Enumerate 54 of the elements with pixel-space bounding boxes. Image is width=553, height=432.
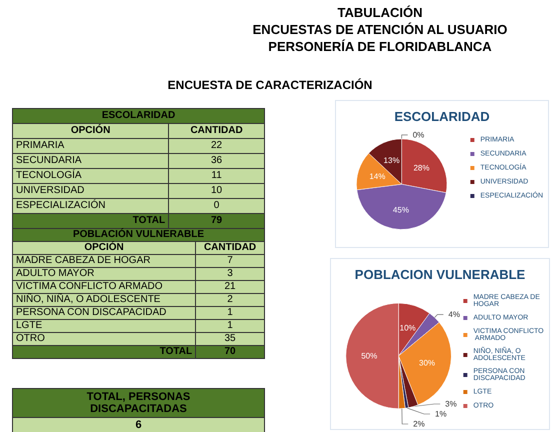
category-label: ESPECIALIZACIÓN <box>12 198 169 214</box>
data-label: 13% <box>384 156 400 166</box>
category-label: PRIMARIA <box>12 138 169 154</box>
category-label: OTRO <box>12 332 196 346</box>
category-label: TECNOLOGÍA <box>12 168 169 184</box>
text: CANTIDAD <box>168 124 264 138</box>
text: 0% <box>412 130 424 140</box>
data-label: 11 <box>168 168 264 184</box>
data-label: 28% <box>413 163 430 172</box>
data-label: 0 <box>168 198 264 214</box>
category-label: UNIVERSIDAD <box>12 184 169 198</box>
data-label: 3% <box>445 400 457 408</box>
chart-title: ESCOLARIDAD <box>394 109 490 124</box>
text: ENCUESTAS DE ATENCIÓN AL USUARIO <box>252 21 508 38</box>
text: 70 <box>224 346 236 357</box>
data-label: 10% <box>400 323 416 332</box>
text: POBLACION VULNERABLE <box>354 267 526 282</box>
data-label: 35 <box>196 332 264 346</box>
text: 79 <box>211 215 222 226</box>
data-label: 14% <box>369 172 386 181</box>
data-label: 3 <box>196 268 264 280</box>
data-label: 4% <box>448 310 460 320</box>
text: ENCUESTA DE CARACTERIZACIÓN <box>166 78 374 92</box>
category-label: NIÑO, NIÑA, O ADOLESCENTE <box>12 294 196 306</box>
text: CANTIDAD <box>196 242 264 254</box>
text: 6 <box>12 418 264 432</box>
data-label: 45% <box>392 205 409 214</box>
data-label: 1% <box>435 410 447 418</box>
text: PERSONERÍA DE FLORIDABLANCA <box>267 38 493 55</box>
data-label: 36 <box>168 154 264 168</box>
category-label: LGTE <box>12 320 196 332</box>
data-label: 30% <box>419 358 436 368</box>
text: OPCIÓN <box>12 124 169 138</box>
data-label: 1 <box>196 306 264 320</box>
category-label: ADULTO MAYOR <box>12 268 196 280</box>
category-label: VICTIMA CONFLICTO ARMADO <box>12 280 196 294</box>
category-label: MADRE CABEZA DE HOGAR <box>12 254 196 268</box>
data-label: 2 <box>196 294 264 306</box>
data-label: 2% <box>413 420 425 428</box>
text: TOTAL <box>12 346 196 358</box>
category-label: SECUNDARIA <box>12 154 169 168</box>
text: POBLACIÓN VULNERABLE <box>12 228 264 242</box>
category-label: PERSONA CON DISCAPACIDAD <box>12 306 196 320</box>
text: TOTAL, PERSONAS DISCAPACITADAS <box>12 388 264 418</box>
data-label: 21 <box>196 280 264 294</box>
data-label: 1 <box>196 320 264 332</box>
data-label: 50% <box>361 351 378 360</box>
text: TOTAL <box>12 214 169 228</box>
text: OPCIÓN <box>12 242 196 254</box>
data-label: 7 <box>196 254 264 268</box>
data-label: 10 <box>168 184 264 198</box>
text: TABULACIÓN <box>336 4 424 21</box>
data-label: 22 <box>168 138 264 154</box>
text: ESCOLARIDAD <box>12 108 264 124</box>
